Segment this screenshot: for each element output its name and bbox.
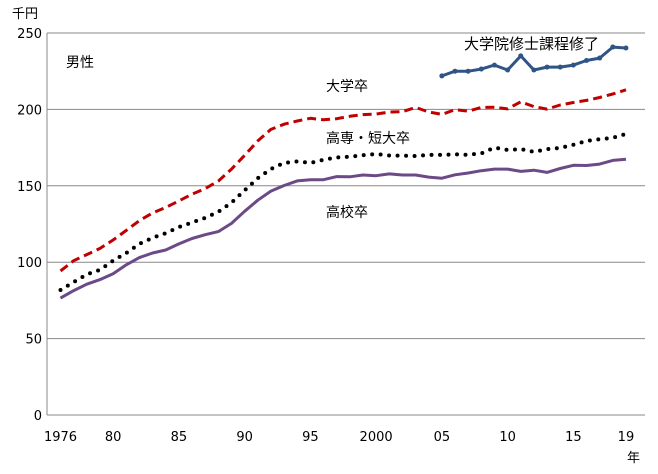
series-label-high-school: 高校卒 [326,205,368,221]
x-tick-label: 15 [565,430,582,445]
series-line [59,88,627,273]
x-tick-label: 2000 [360,430,393,445]
data-point [478,66,484,72]
series-line [58,132,628,292]
data-point [439,73,445,79]
data-point [505,67,511,73]
series-label-graduate: 大学院修士課程修了 [464,35,600,53]
x-tick-label: 85 [171,430,188,445]
panel-label: 男性 [66,55,94,71]
x-axis-unit: 年 [627,451,641,466]
x-tick-label: 90 [236,430,253,445]
y-tick-label: 0 [34,409,42,424]
data-point [610,44,616,50]
x-tick-label: 19 [618,430,635,445]
y-tick-label: 100 [17,256,42,271]
data-point [531,67,537,73]
data-point [518,53,524,59]
x-tick-label: 1976 [44,430,77,445]
x-tick-label: 10 [499,430,516,445]
data-point [491,62,497,68]
data-point [452,68,458,74]
data-point [584,58,589,64]
data-point [544,64,550,70]
y-tick-label: 50 [25,333,42,348]
data-point [623,45,629,51]
data-point [597,55,603,61]
y-tick-label: 150 [17,180,42,195]
series-label-university: 大学卒 [326,79,368,95]
y-tick-label: 250 [17,27,42,42]
x-tick-label: 80 [105,430,122,445]
y-axis-unit: 千円 [12,7,39,22]
series-label-junior-college: 高専・短大卒 [326,131,410,147]
y-tick-label: 200 [17,103,42,118]
x-tick-label: 05 [434,430,451,445]
series-line [59,157,627,300]
data-point [557,64,563,70]
data-point [570,62,576,68]
data-point [465,68,471,74]
x-tick-label: 95 [302,430,319,445]
